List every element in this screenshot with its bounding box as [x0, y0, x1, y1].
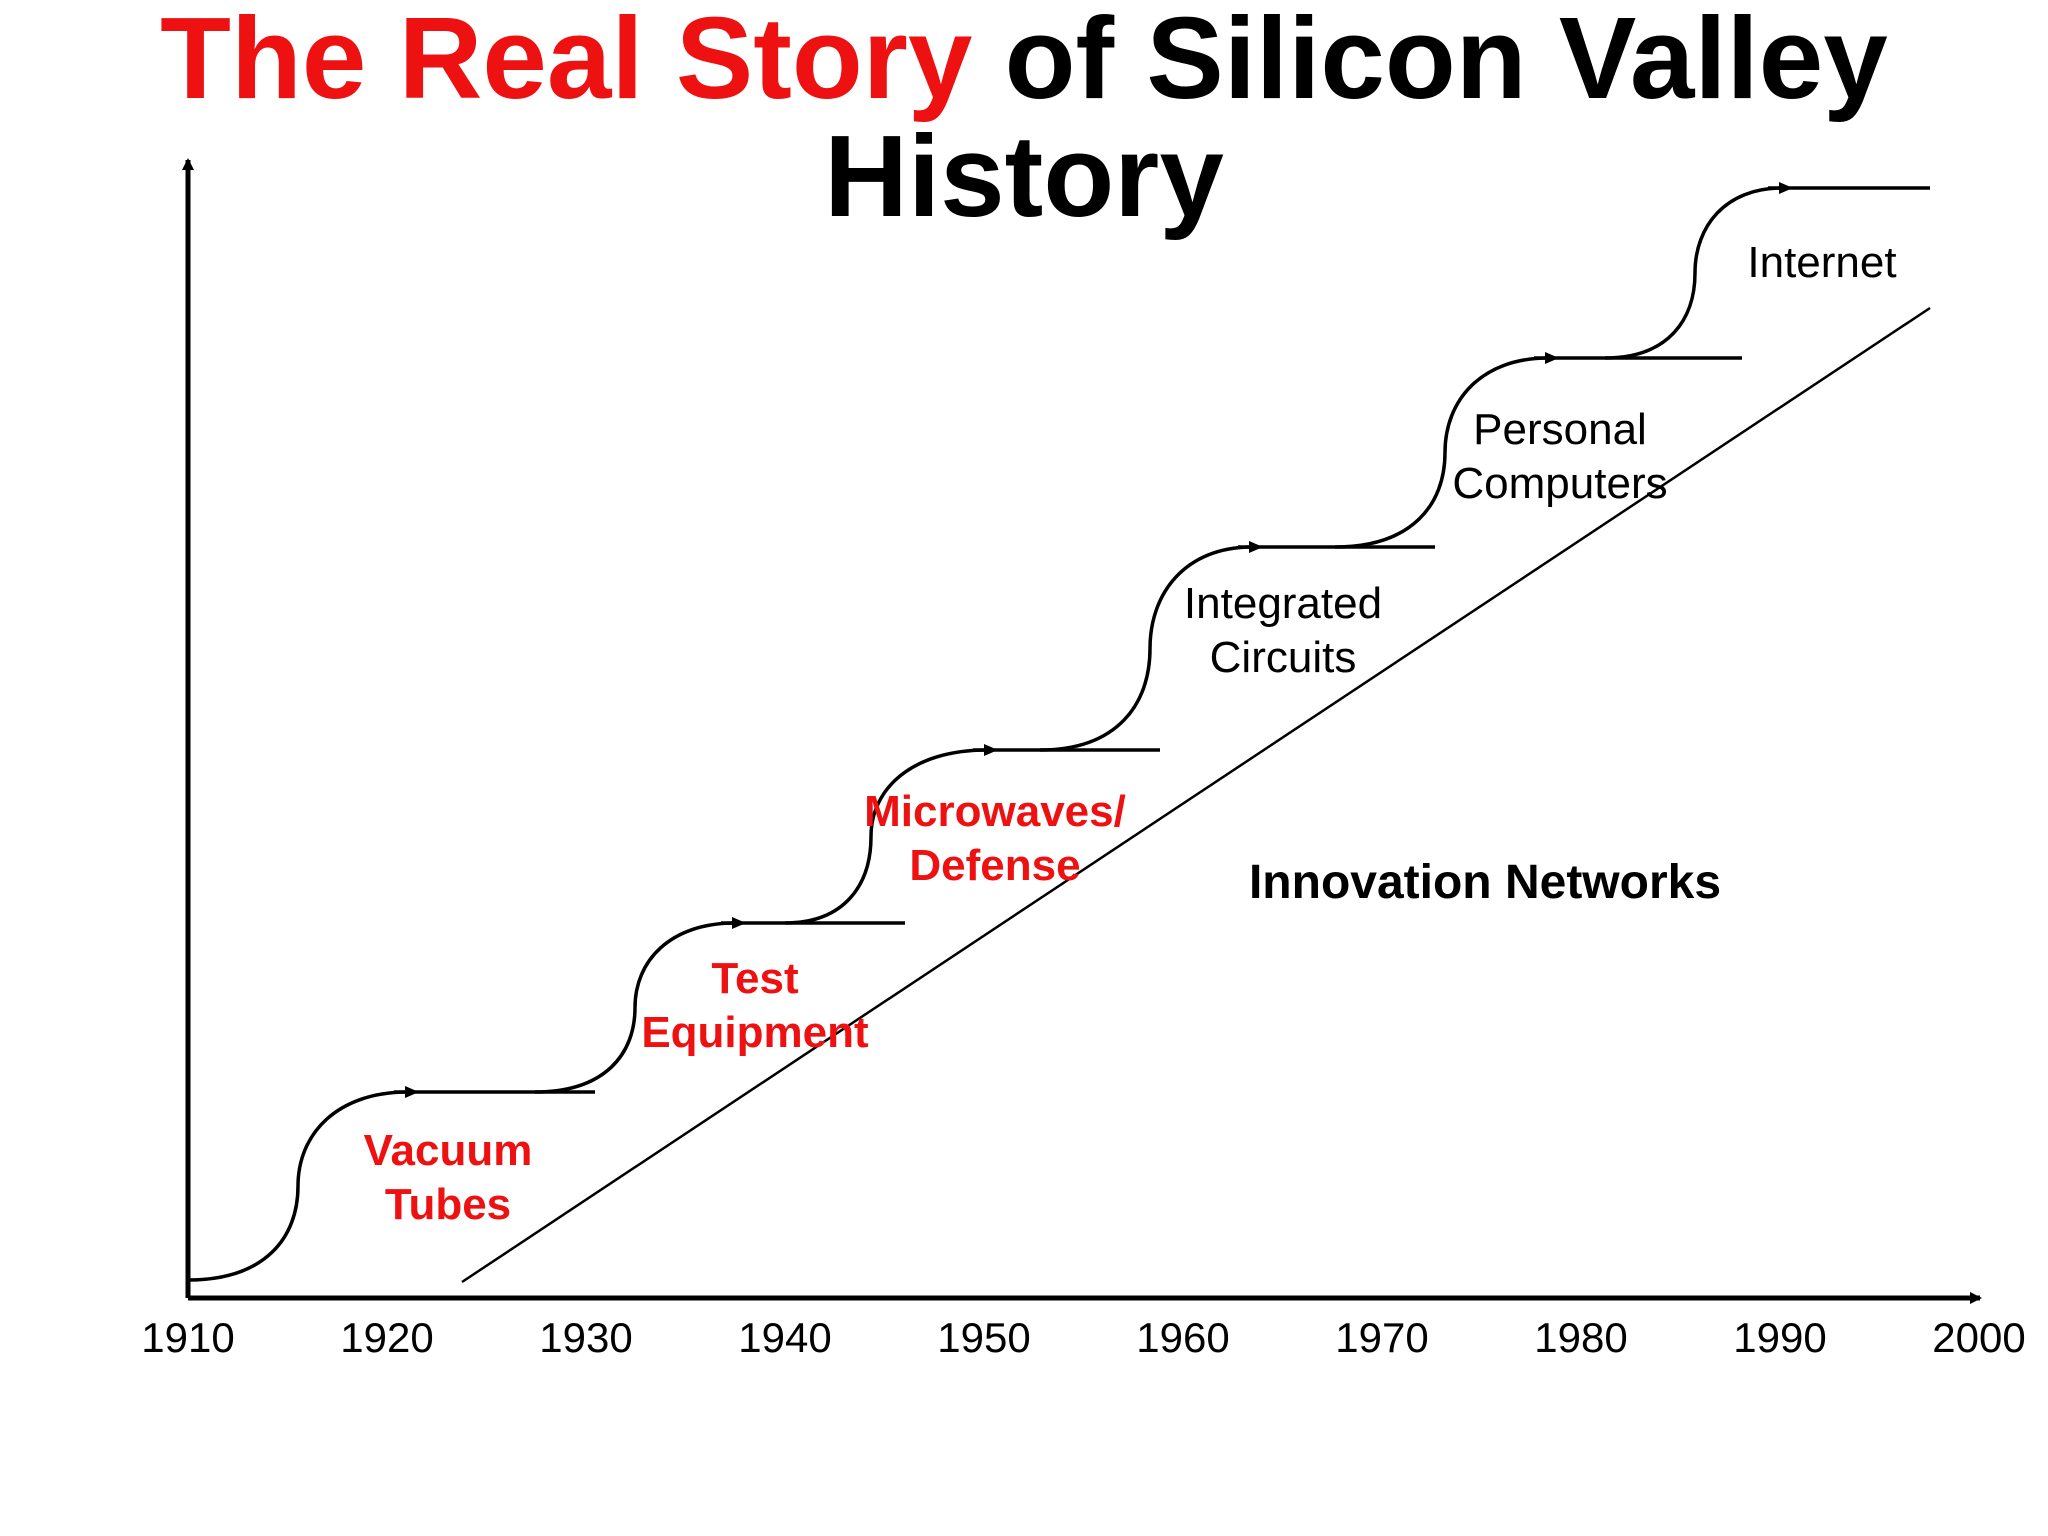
era-label-line: Personal	[1473, 405, 1647, 454]
x-tick-label: 1920	[340, 1314, 433, 1361]
page-title: The Real Story of Silicon Valley	[0, 0, 2048, 116]
step-curve	[187, 1090, 409, 1282]
x-tick-label: 1910	[141, 1314, 234, 1361]
step-curve	[534, 921, 736, 1094]
x-tick-label: 1990	[1733, 1314, 1826, 1361]
axes	[182, 158, 1982, 1304]
x-tick-label: 1950	[937, 1314, 1030, 1361]
x-tick-label: 1940	[738, 1314, 831, 1361]
trend-line	[461, 306, 1931, 1284]
innovation-trend-line	[461, 306, 1931, 1284]
era-labels: Vacuum Tubes Test Equipment Microwaves/Defen…	[364, 238, 1897, 1229]
era-label-line: Equipment	[641, 1008, 869, 1057]
era-label-line: Test	[711, 954, 799, 1003]
x-tick-label: 1970	[1335, 1314, 1428, 1361]
x-axis-ticks: 1910 1920 1930 1940 1950 1960 1970 1980 1990 2000	[141, 1314, 2025, 1361]
page-title-line-2: History	[824, 111, 1224, 241]
era-label: Personal Computers	[1452, 405, 1667, 508]
title-rest: of Silicon Valley	[972, 0, 1888, 123]
era-label: Vacuum Tubes	[364, 1126, 533, 1229]
era-label-line: Vacuum	[364, 1126, 533, 1175]
step-curve	[1039, 545, 1253, 752]
era-label-line: Defense	[909, 841, 1080, 890]
step-curve	[784, 748, 988, 925]
era-label-line: Microwaves/	[864, 787, 1126, 836]
x-tick-label: 2000	[1932, 1314, 2025, 1361]
step-curve	[1604, 186, 1783, 360]
x-tick-label: 1980	[1534, 1314, 1627, 1361]
era-label-line: Tubes	[385, 1180, 511, 1229]
era-label: Integrated Circuits	[1184, 579, 1382, 682]
x-tick-label: 1930	[539, 1314, 632, 1361]
era-label-line: Integrated	[1184, 579, 1382, 628]
trend-label: Innovation Networks	[1249, 856, 1721, 909]
step-curve	[1334, 356, 1549, 549]
title-accent: The Real Story	[160, 0, 973, 123]
era-label: Test Equipment	[641, 954, 869, 1057]
era-label: Internet	[1747, 238, 1896, 287]
era-label-line: Internet	[1747, 238, 1896, 287]
era-label: Microwaves/Defense	[864, 787, 1126, 890]
s-curve-steps	[187, 182, 1930, 1282]
era-label-line: Computers	[1452, 459, 1667, 508]
era-label-line: Circuits	[1210, 633, 1357, 682]
x-tick-label: 1960	[1136, 1314, 1229, 1361]
